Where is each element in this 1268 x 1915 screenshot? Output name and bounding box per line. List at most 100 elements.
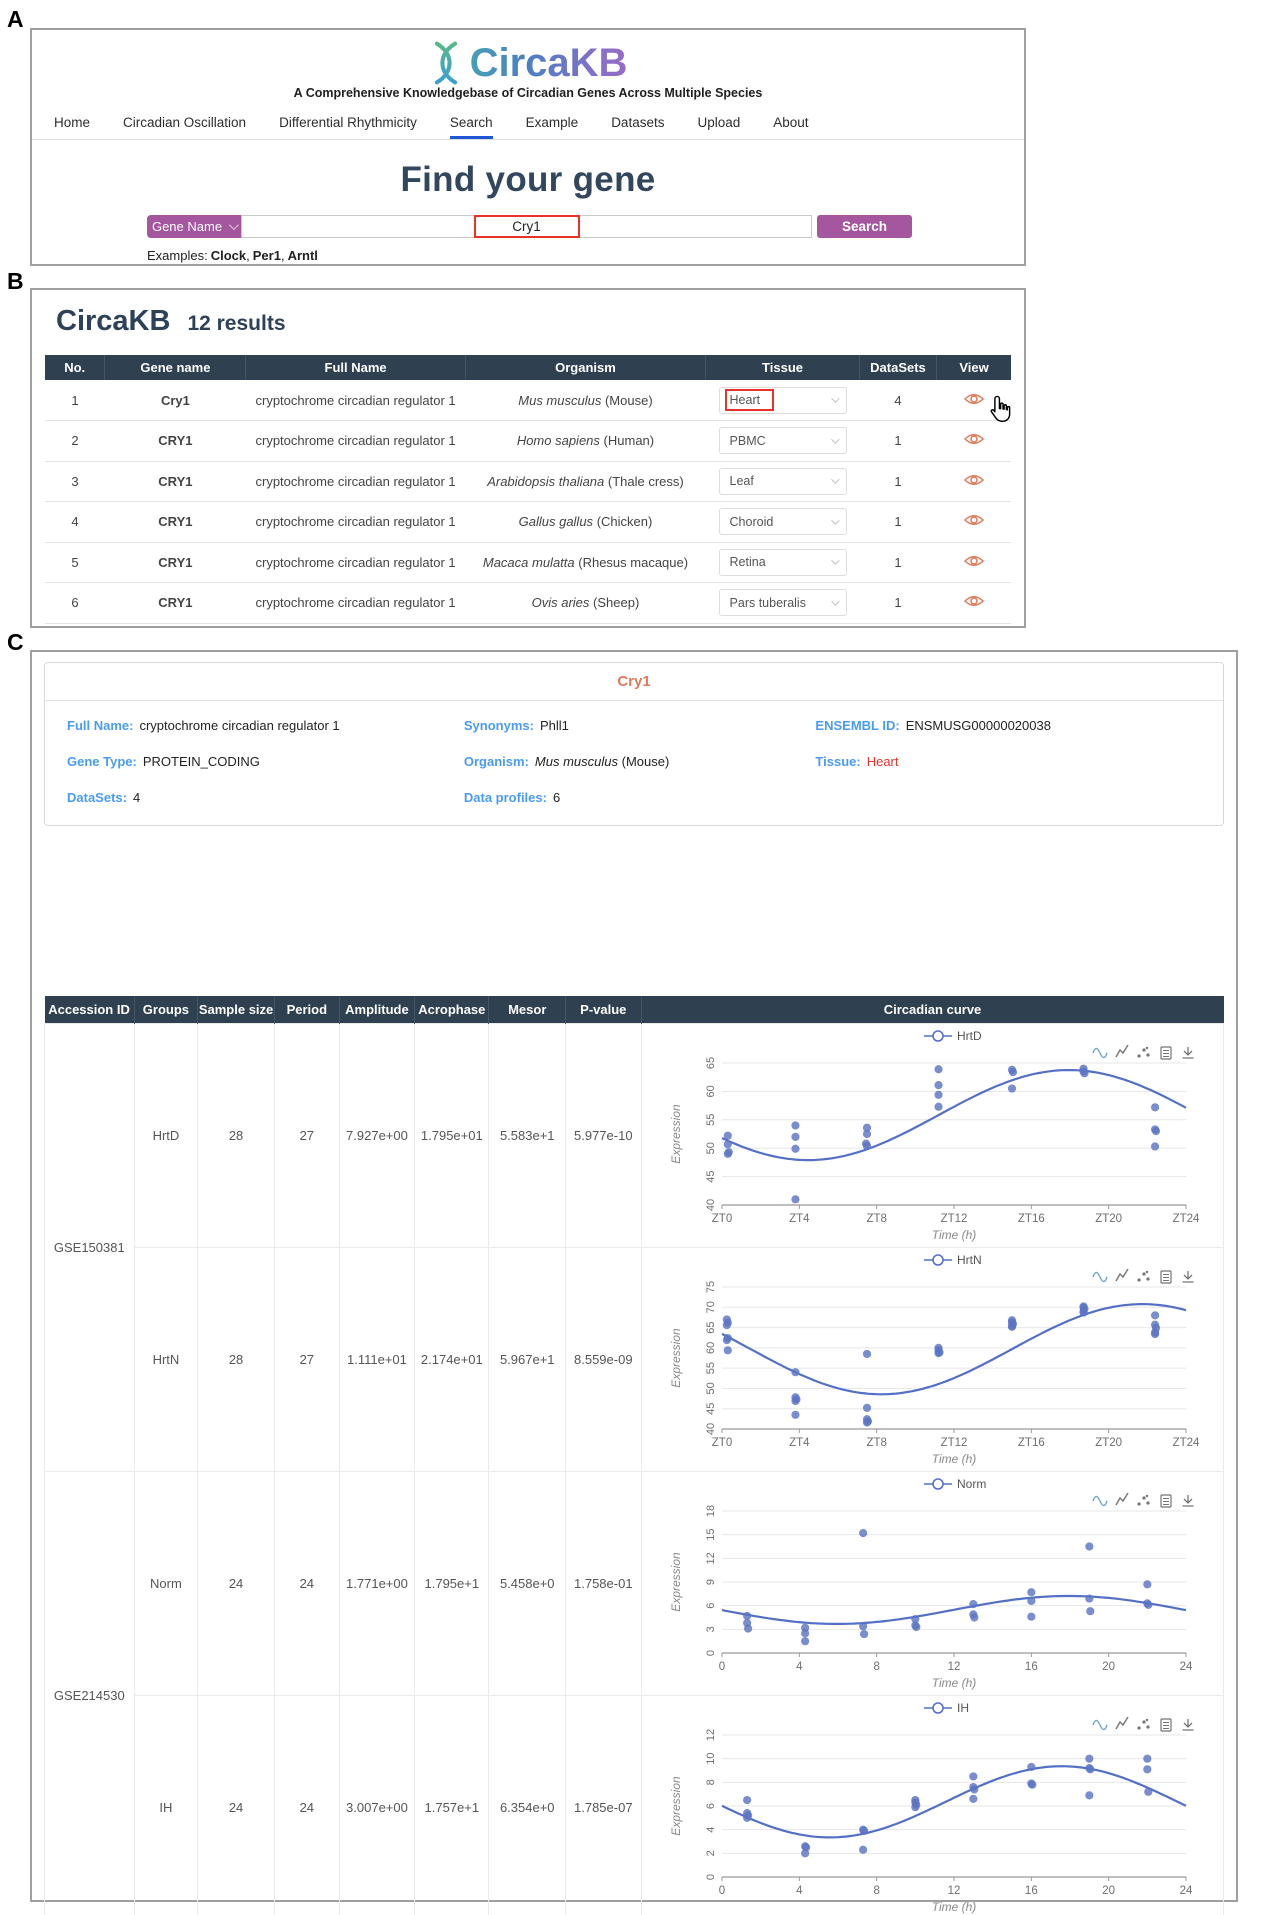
result-gene-link[interactable]: CRY1 xyxy=(104,420,246,462)
nav-item-search[interactable]: Search xyxy=(449,115,493,139)
svg-text:65: 65 xyxy=(705,1056,717,1068)
result-full-name: cryptochrome circadian regulator 1 xyxy=(245,461,466,502)
nav-item-upload[interactable]: Upload xyxy=(697,115,741,130)
data-view-icon[interactable] xyxy=(1160,1045,1172,1060)
example-gene-link[interactable]: Per1 xyxy=(252,248,281,263)
tissue-select[interactable]: Pars tuberalis xyxy=(718,589,847,617)
svg-text:45: 45 xyxy=(705,1170,717,1182)
data-view-icon[interactable] xyxy=(1160,1493,1172,1508)
nav-item-home[interactable]: Home xyxy=(54,115,91,130)
svg-text:ZT4: ZT4 xyxy=(789,1437,810,1449)
download-icon[interactable] xyxy=(1182,1494,1194,1507)
result-no: 4 xyxy=(45,501,105,543)
result-organism: Mus musculus (Mouse) xyxy=(465,380,706,421)
data-view-icon[interactable] xyxy=(1160,1269,1172,1284)
chart-toolbox xyxy=(1092,1716,1194,1732)
eye-icon[interactable] xyxy=(963,432,984,446)
field-organism: Organism: Mus musculus (Mouse) xyxy=(463,754,670,769)
circadian-curve-chart: 0 3 6 9 12 15 18 0 4 8 12 16 20 24 Expression Time (h) N… xyxy=(669,1477,1194,1690)
download-icon[interactable] xyxy=(1182,1270,1194,1283)
result-full-name: cryptochrome circadian regulator 1 xyxy=(245,501,466,543)
svg-text:4: 4 xyxy=(705,1826,717,1832)
field-ensembl-id: ENSEMBL ID: ENSMUSG00000020038 xyxy=(815,718,1051,733)
chart-legend[interactable]: HrtD xyxy=(923,1029,982,1043)
svg-text:4: 4 xyxy=(796,1885,803,1897)
nav-item-circadian-oscillation[interactable]: Circadian Oscillation xyxy=(123,115,247,130)
search-button[interactable]: Search xyxy=(817,215,912,238)
mesor: 5.458e+0 xyxy=(488,1470,567,1696)
line-chart-icon[interactable] xyxy=(1115,1044,1129,1057)
scatter-icon[interactable] xyxy=(1137,1270,1150,1282)
line-chart-icon[interactable] xyxy=(1115,1268,1129,1281)
results-count: 12 results xyxy=(187,312,286,335)
smooth-fit-icon[interactable] xyxy=(1092,1047,1108,1058)
chart-legend[interactable]: Norm xyxy=(923,1477,986,1491)
result-gene-link[interactable]: CRY1 xyxy=(104,461,246,502)
chart-legend[interactable]: HrtN xyxy=(923,1253,982,1267)
download-icon[interactable] xyxy=(1182,1046,1194,1059)
tissue-select[interactable]: Leaf xyxy=(718,467,847,495)
smooth-fit-icon[interactable] xyxy=(1092,1495,1108,1506)
nav-item-datasets[interactable]: Datasets xyxy=(611,115,665,130)
download-icon[interactable] xyxy=(1182,1718,1194,1731)
search-bar: Gene Name Cry1 Search xyxy=(147,215,912,238)
svg-text:20: 20 xyxy=(1102,1661,1115,1673)
svg-text:Time (h): Time (h) xyxy=(931,1228,976,1242)
smooth-fit-icon[interactable] xyxy=(1092,1719,1108,1730)
result-tissue-cell: Choroid xyxy=(705,501,860,543)
data-view-icon[interactable] xyxy=(1160,1717,1172,1732)
eye-icon[interactable] xyxy=(963,513,984,527)
svg-text:ZT8: ZT8 xyxy=(866,1213,886,1225)
search-field-selector[interactable]: Gene Name xyxy=(147,215,241,238)
eye-icon[interactable] xyxy=(963,473,984,487)
circadian-row: HrtN 28 27 1.111e+01 2.174e+01 5.967e+1 8.559e… xyxy=(45,1246,1225,1472)
tissue-select[interactable]: Heart xyxy=(718,386,847,414)
result-gene-link[interactable]: CRY1 xyxy=(104,582,246,624)
result-view-cell xyxy=(936,501,1011,543)
eye-icon[interactable] xyxy=(963,392,984,406)
gene-info-card: Cry1 Full Name: cryptochrome circadian re… xyxy=(44,662,1224,826)
tissue-select[interactable]: PBMC xyxy=(718,427,847,455)
amplitude: 3.007e+00 xyxy=(338,1694,416,1915)
result-gene-link[interactable]: CRY1 xyxy=(104,542,246,583)
nav-item-example[interactable]: Example xyxy=(525,115,579,130)
line-chart-icon[interactable] xyxy=(1115,1716,1129,1729)
line-chart-icon[interactable] xyxy=(1115,1492,1129,1505)
svg-text:12: 12 xyxy=(947,1661,960,1673)
eye-icon[interactable] xyxy=(963,554,984,568)
acrophase: 1.757e+1 xyxy=(414,1694,490,1915)
example-gene-link[interactable]: Arntl xyxy=(287,248,318,263)
result-gene-link[interactable]: CRY1 xyxy=(104,501,246,543)
svg-text:ZT24: ZT24 xyxy=(1172,1437,1199,1449)
svg-text:Norm: Norm xyxy=(957,1477,986,1491)
nav-item-differential-rhythmicity[interactable]: Differential Rhythmicity xyxy=(279,115,417,130)
result-organism: Macaca mulatta (Rhesus macaque) xyxy=(465,542,706,583)
scatter-icon[interactable] xyxy=(1137,1494,1150,1506)
scatter-icon[interactable] xyxy=(1137,1718,1150,1730)
svg-text:ZT20: ZT20 xyxy=(1095,1213,1122,1225)
gene-info-grid: Full Name: cryptochrome circadian regulat… xyxy=(45,701,1223,825)
eye-icon[interactable] xyxy=(963,594,984,608)
accession-id: GSE150381 xyxy=(44,1022,135,1472)
result-gene-link[interactable]: Cry1 xyxy=(104,380,246,421)
search-input[interactable]: Cry1 xyxy=(241,215,812,238)
svg-text:6: 6 xyxy=(705,1802,717,1808)
result-no: 5 xyxy=(45,542,105,583)
tissue-select[interactable]: Retina xyxy=(718,548,847,576)
results-panel: CircaKB 12 results No. Gene name Full Na… xyxy=(30,288,1026,628)
tissue-select[interactable]: Choroid xyxy=(718,508,847,536)
svg-text:Expression: Expression xyxy=(669,1776,683,1836)
nav-item-about[interactable]: About xyxy=(773,115,809,130)
p-value: 1.785e-07 xyxy=(565,1694,642,1915)
period: 27 xyxy=(273,1022,340,1248)
accession-id: GSE214530 xyxy=(44,1470,135,1915)
query-annotation-box: Cry1 xyxy=(473,215,580,238)
svg-text:40: 40 xyxy=(705,1198,717,1210)
chart-legend[interactable]: IH xyxy=(923,1701,969,1715)
search-page-panel: CircaKB A Comprehensive Knowledgebase of… xyxy=(30,28,1026,266)
scatter-icon[interactable] xyxy=(1137,1046,1150,1058)
smooth-fit-icon[interactable] xyxy=(1092,1271,1108,1282)
example-gene-link[interactable]: Clock xyxy=(210,248,247,263)
svg-text:40: 40 xyxy=(705,1422,717,1434)
